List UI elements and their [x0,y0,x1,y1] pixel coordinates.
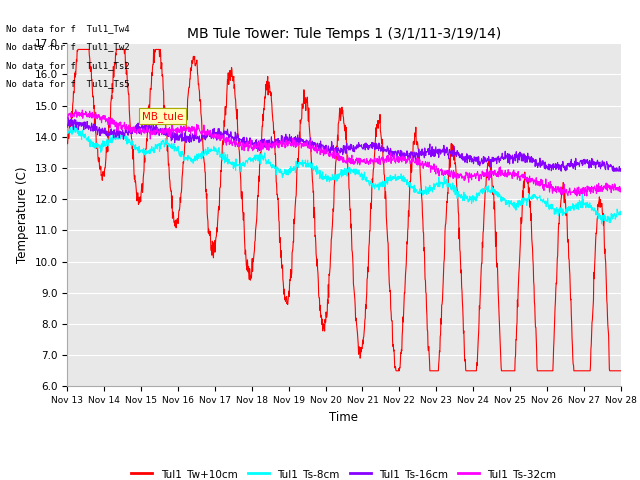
Y-axis label: Temperature (C): Temperature (C) [16,167,29,263]
Text: No data for f  Tul1_Ts5: No data for f Tul1_Ts5 [6,79,130,88]
Text: MB_tule: MB_tule [142,111,183,121]
Legend: Tul1_Tw+10cm, Tul1_Ts-8cm, Tul1_Ts-16cm, Tul1_Ts-32cm: Tul1_Tw+10cm, Tul1_Ts-8cm, Tul1_Ts-16cm,… [127,465,561,480]
Title: MB Tule Tower: Tule Temps 1 (3/1/11-3/19/14): MB Tule Tower: Tule Temps 1 (3/1/11-3/19… [187,27,501,41]
Text: No data for f  Tul1_Tw4: No data for f Tul1_Tw4 [6,24,130,33]
Text: No data for f  Tul1_Tw2: No data for f Tul1_Tw2 [6,42,130,51]
Text: No data for f  Tul1_Ts2: No data for f Tul1_Ts2 [6,60,130,70]
X-axis label: Time: Time [330,411,358,424]
